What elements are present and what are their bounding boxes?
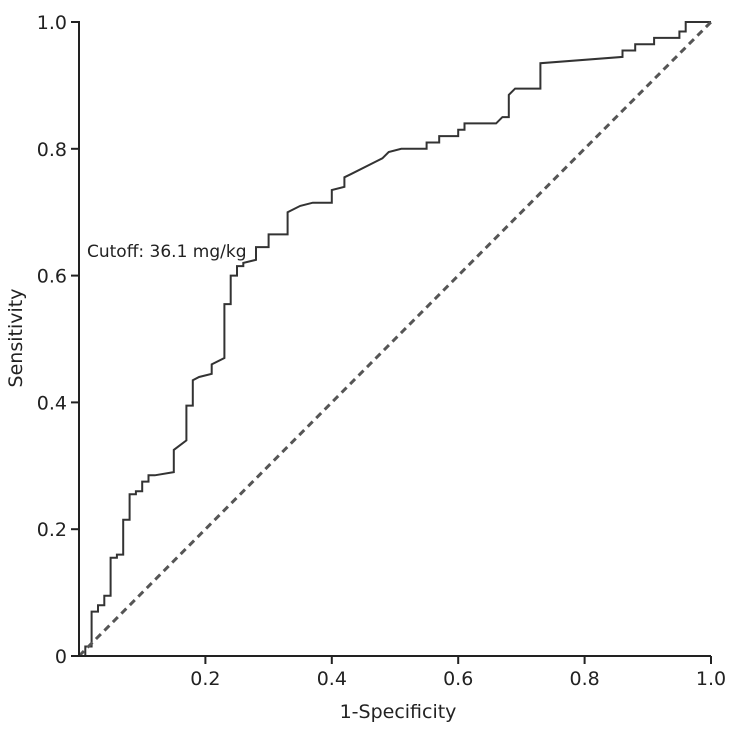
y-tick-label: 0.4: [37, 392, 67, 414]
y-axis-title: Sensitivity: [5, 289, 27, 388]
plot-area: [77, 20, 713, 658]
y-tick-label: 0.2: [37, 519, 67, 541]
axes: [78, 21, 711, 657]
roc-curve-line: [79, 21, 711, 657]
reference-diagonal-line: [77, 20, 713, 658]
y-tick-label: 0: [55, 646, 67, 668]
x-tick-label: 0.4: [317, 668, 347, 690]
x-tick-label: 0.8: [569, 668, 599, 690]
x-ticks: 0.2 0.4 0.6 0.8 1.0: [190, 656, 726, 690]
x-tick-label: 0.6: [443, 668, 473, 690]
cutoff-annotation: Cutoff: 36.1 mg/kg: [87, 242, 247, 262]
x-tick-label: 1.0: [696, 668, 726, 690]
y-tick-label: 0.8: [37, 139, 67, 161]
y-tick-label: 1.0: [37, 12, 67, 34]
x-axis-title: 1-Specificity: [340, 701, 457, 723]
x-tick-label: 0.2: [190, 668, 220, 690]
y-ticks: 0 0.2 0.4 0.6 0.8 1.0: [37, 12, 79, 668]
y-tick-label: 0.6: [37, 266, 67, 288]
